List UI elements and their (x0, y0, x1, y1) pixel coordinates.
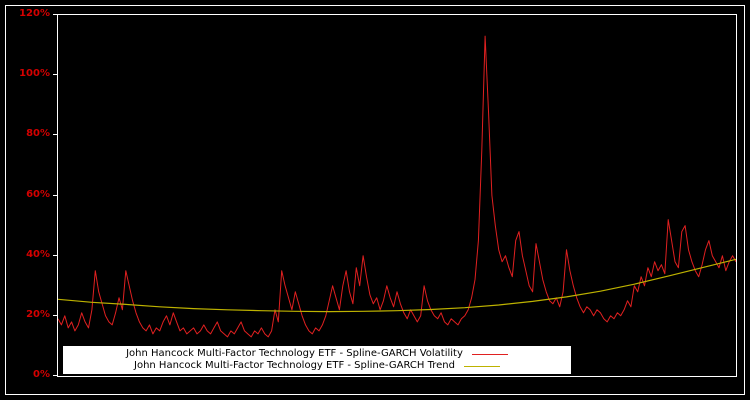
y-axis-tick-label: 20% (26, 308, 50, 320)
volatility-line-sample (471, 353, 508, 355)
legend-label-volatility: John Hancock Multi-Factor Technology ETF… (126, 348, 463, 359)
y-axis-tick-mark (53, 194, 57, 196)
y-axis-tick-mark (53, 375, 57, 376)
y-axis-tick-label: 80% (26, 128, 50, 140)
y-axis-tick-mark (53, 14, 57, 15)
y-axis-tick-mark (53, 314, 57, 316)
legend-label-trend: John Hancock Multi-Factor Technology ETF… (134, 360, 455, 371)
y-axis-tick-mark (53, 254, 57, 256)
y-axis-tick-label: 120% (19, 8, 50, 19)
trend-series-line (58, 258, 736, 313)
y-axis-tick-label: 100% (19, 68, 50, 80)
volatility-series-line (58, 35, 736, 338)
y-axis-tick-mark (53, 74, 57, 76)
y-axis-tick-label: 40% (26, 248, 50, 260)
y-axis-tick-label: 0% (33, 369, 50, 380)
trend-line-sample (463, 365, 500, 367)
chart-lines (58, 35, 736, 338)
legend-item-volatility: John Hancock Multi-Factor Technology ETF… (67, 348, 567, 360)
y-axis-tick-mark (53, 134, 57, 136)
legend-item-trend: John Hancock Multi-Factor Technology ETF… (67, 360, 567, 372)
y-axis-tick-label: 60% (26, 188, 50, 200)
chart-legend: John Hancock Multi-Factor Technology ETF… (63, 346, 571, 374)
plot-area (57, 14, 737, 377)
